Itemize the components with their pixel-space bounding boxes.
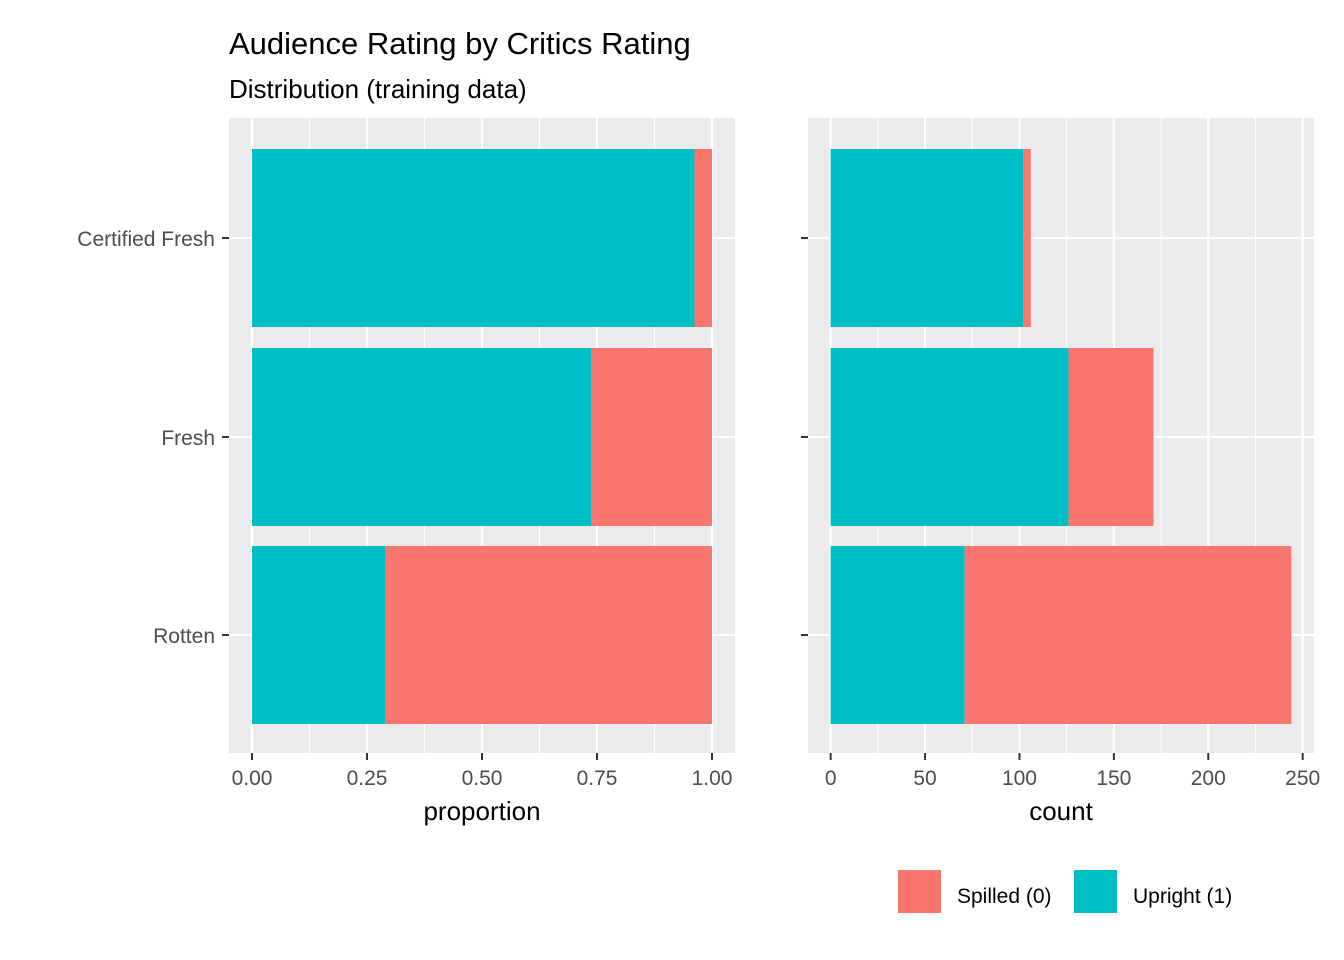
count-bar-rotten-spilled (964, 546, 1292, 724)
proportion-bar-rotten-upright (252, 546, 386, 724)
count-x-tick-label: 200 (1191, 767, 1226, 790)
proportion-x-tick-label: 0.75 (577, 767, 618, 790)
count-bar-certified-fresh-upright (830, 149, 1024, 327)
proportion-axis-title: proportion (423, 796, 540, 826)
legend-label-upright: Upright (1) (1133, 885, 1232, 908)
legend-key-spilled (898, 870, 941, 913)
count-x-tick-label: 100 (1002, 767, 1037, 790)
count-x-tick-label: 50 (913, 767, 936, 790)
proportion-x-tick-label: 1.00 (692, 767, 733, 790)
count-bar-rotten-upright (830, 546, 965, 724)
count-axis-title: count (1029, 796, 1093, 826)
proportion-x-tick-label: 0.50 (462, 767, 503, 790)
chart-subtitle: Distribution (training data) (229, 74, 527, 104)
proportion-bar-rotten-spilled (385, 546, 712, 724)
count-bar-fresh-upright (830, 348, 1069, 526)
proportion-bar-certified-fresh-spilled (694, 149, 712, 327)
y-tick-label: Certified Fresh (77, 228, 215, 251)
y-tick-label: Rotten (153, 625, 215, 648)
proportion-x-tick-label: 0.25 (347, 767, 388, 790)
count-x-tick-label: 250 (1285, 767, 1320, 790)
proportion-bar-fresh-spilled (591, 348, 712, 526)
proportion-bar-fresh-upright (252, 348, 592, 526)
legend-label-spilled: Spilled (0) (957, 885, 1052, 908)
count-x-tick-label: 0 (825, 767, 837, 790)
count-x-tick-label: 150 (1096, 767, 1131, 790)
proportion-x-tick-label: 0.00 (232, 767, 273, 790)
chart-title: Audience Rating by Critics Rating (229, 26, 691, 61)
y-tick-label: Fresh (161, 427, 215, 450)
legend-key-upright (1074, 870, 1117, 913)
proportion-bar-certified-fresh-upright (252, 149, 695, 327)
count-bar-fresh-spilled (1068, 348, 1154, 526)
count-bar-certified-fresh-spilled (1023, 149, 1031, 327)
